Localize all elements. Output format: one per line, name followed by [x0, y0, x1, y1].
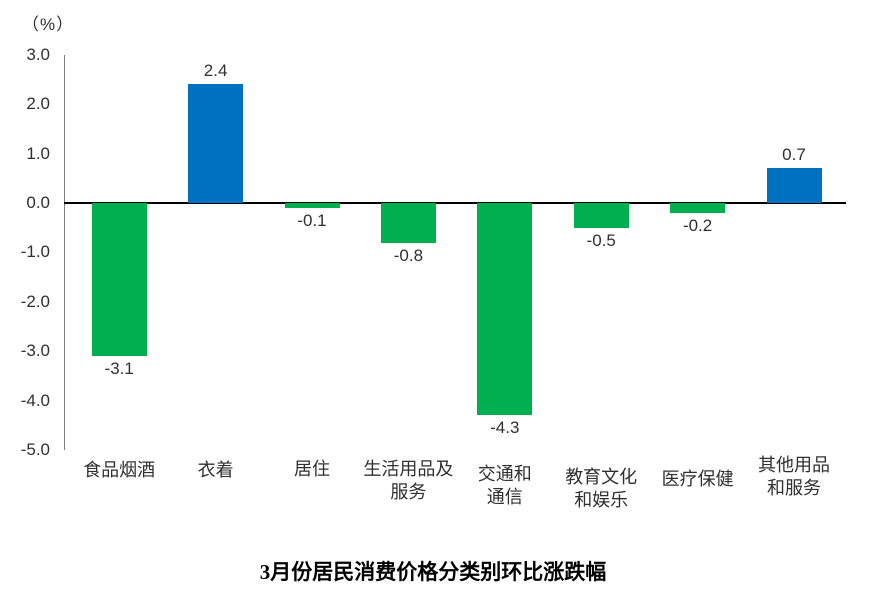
- y-tick-label: 2.0: [26, 94, 50, 114]
- zero-axis-line: [64, 202, 846, 204]
- bar-value-label: -0.1: [297, 210, 327, 230]
- bar-value-label: -0.8: [393, 245, 424, 265]
- bar-1: [188, 84, 244, 203]
- x-category-label-line: 医疗保健: [661, 469, 734, 489]
- bar-value-label: -0.2: [682, 215, 713, 235]
- y-tick-label: -2.0: [20, 291, 50, 311]
- bar-6: [670, 203, 726, 213]
- y-tick-label: 3.0: [26, 44, 50, 64]
- bar-value-label: -0.5: [586, 230, 616, 250]
- x-category-label-line: 和娱乐: [574, 490, 629, 510]
- x-category-label: 食品烟酒: [58, 459, 180, 482]
- x-category-label-line: 和服务: [767, 478, 821, 498]
- x-category-label-line: 居住: [294, 459, 330, 479]
- bar-0: [91, 203, 147, 357]
- chart-title: 3月份居民消费价格分类别环比涨跌幅: [259, 560, 607, 584]
- x-category-label-line: 其他用品: [758, 455, 830, 475]
- x-category-label: 交通和 通信: [444, 463, 566, 509]
- bar-value-label: 2.4: [203, 61, 228, 81]
- x-category-label: 其他用品 和服务: [733, 454, 855, 500]
- bar-7: [766, 168, 822, 203]
- x-category-label: 生活用品及 服务: [347, 458, 469, 504]
- x-category-label-line: 教育文化: [565, 467, 638, 487]
- y-axis-line: [64, 55, 65, 450]
- bar-value-label: 0.7: [782, 145, 806, 165]
- bar-2: [284, 203, 340, 208]
- x-category-label-line: 食品烟酒: [83, 460, 156, 480]
- bar-value-label: -3.1: [104, 359, 134, 379]
- bar-5: [573, 203, 629, 228]
- x-category-label: 居住: [251, 458, 373, 481]
- y-tick-label: -4.0: [20, 390, 50, 410]
- x-category-label: 教育文化 和娱乐: [540, 466, 662, 512]
- x-category-label: 医疗保健: [637, 468, 759, 491]
- y-tick-label: -3.0: [20, 341, 50, 361]
- y-tick-label: -5.0: [20, 440, 50, 459]
- bar-4: [477, 203, 533, 416]
- x-category-label-line: 生活用品及: [363, 459, 454, 479]
- x-category-label-line: 交通和: [477, 464, 532, 484]
- bar-3: [380, 203, 436, 243]
- y-axis-unit-label: （%）: [22, 15, 75, 34]
- x-category-label: 衣着: [155, 459, 277, 482]
- x-category-label-line: 衣着: [197, 460, 234, 480]
- x-category-label-line: 服务: [390, 482, 427, 502]
- x-category-label-line: 通信: [486, 487, 523, 507]
- bar-value-label: -4.3: [490, 418, 520, 438]
- y-tick-label: 0.0: [26, 193, 50, 212]
- y-tick-label: 1.0: [26, 143, 50, 163]
- y-tick-label: -1.0: [20, 242, 50, 262]
